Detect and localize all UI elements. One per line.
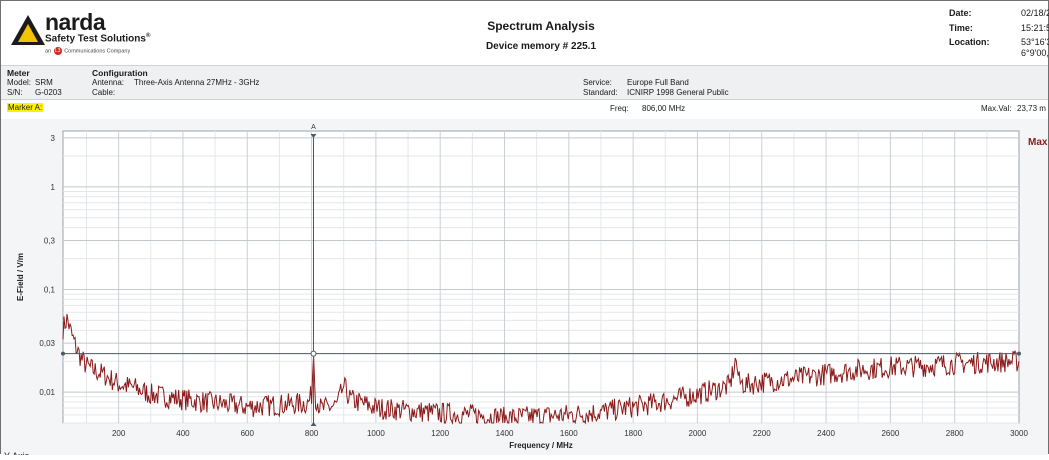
x-tick-label: 2800 bbox=[946, 429, 964, 438]
logo-tagline-mark: ® bbox=[145, 33, 151, 39]
logo-brand: narda bbox=[45, 9, 106, 35]
antenna-label: Antenna: bbox=[92, 78, 125, 87]
company-suffix: Communications Company bbox=[64, 48, 131, 55]
location-value-lat: 53°16'34,8" bbox=[1021, 37, 1049, 47]
service-label: Service: bbox=[583, 78, 612, 87]
x-tick-label: 600 bbox=[241, 429, 255, 438]
max-trace-line bbox=[62, 313, 1020, 425]
marker-freq-label: Freq: bbox=[610, 104, 629, 113]
y-tick-label: 3 bbox=[51, 134, 56, 143]
plot-background bbox=[62, 130, 1020, 424]
marker-top-arrow-icon bbox=[310, 134, 317, 138]
x-tick-labels: 200 400 600 800 1000 1200 1400 1600 1800 2000 2200… bbox=[112, 429, 1028, 438]
x-tick-label: 2200 bbox=[753, 429, 771, 438]
logo-tagline-text: Safety Test Solutions bbox=[45, 33, 146, 45]
x-tick-label: 2400 bbox=[817, 429, 835, 438]
x-tick-label: 800 bbox=[305, 429, 319, 438]
x-tick-label: 1600 bbox=[560, 429, 578, 438]
y-tick-label: 0,01 bbox=[39, 388, 55, 397]
marker-maxval-label: Max.Val: bbox=[981, 104, 1012, 113]
service-value: Europe Full Band bbox=[627, 78, 689, 87]
y-tick-label: 0,3 bbox=[44, 237, 56, 246]
sn-label: S/N: bbox=[7, 88, 23, 97]
y-tick-label: 0,1 bbox=[44, 285, 56, 294]
report-title: Spectrum Analysis bbox=[487, 19, 595, 33]
x-tick-label: 1000 bbox=[367, 429, 385, 438]
x-tick-label: 1400 bbox=[496, 429, 514, 438]
logo-company: an L3 Communications Company bbox=[45, 47, 130, 55]
y-tick-label: 1 bbox=[51, 183, 56, 192]
x-tick-label: 1800 bbox=[624, 429, 642, 438]
narda-triangle-icon bbox=[11, 15, 45, 45]
report-header: narda Safety Test Solutions® an L3 Commu… bbox=[1, 1, 1049, 65]
y-axis-footer: Y-Axis bbox=[4, 451, 30, 455]
marker-left-end bbox=[61, 351, 65, 356]
marker-a[interactable]: A bbox=[61, 124, 1021, 426]
logo-tagline: Safety Test Solutions® bbox=[45, 33, 150, 44]
device-info-bar: Meter Model: SRM S/N: G-0203 Configurati… bbox=[1, 65, 1048, 100]
spectrum-chart[interactable]: 0,01 0,03 0,1 0,3 1 3 200 400 600 800 1000 1200 140… bbox=[1, 119, 1048, 460]
y-tick-labels: 0,01 0,03 0,1 0,3 1 3 bbox=[39, 134, 55, 397]
report-subtitle: Device memory # 225.1 bbox=[485, 41, 597, 52]
y-tick-label: 0,03 bbox=[39, 339, 55, 348]
marker-maxval-value: 23,73 m bbox=[1017, 104, 1046, 113]
company-prefix: an bbox=[45, 48, 52, 55]
date-label: Date: bbox=[949, 8, 972, 18]
model-label: Model: bbox=[7, 78, 32, 87]
marker-point bbox=[310, 350, 317, 357]
x-tick-label: 1200 bbox=[431, 429, 449, 438]
marker-name-label: A bbox=[311, 124, 316, 131]
meter-title: Meter bbox=[7, 68, 30, 78]
x-tick-label: 400 bbox=[176, 429, 190, 438]
sn-value: G-0203 bbox=[35, 88, 62, 97]
location-label: Location: bbox=[949, 37, 990, 47]
time-label: Time: bbox=[949, 23, 973, 33]
time-value: 15:21:54 bbox=[1021, 23, 1049, 33]
marker-a-label: Marker A: bbox=[7, 103, 44, 112]
date-value: 02/18/2019 bbox=[1021, 8, 1049, 18]
y-axis-label: E-Field / V/m bbox=[16, 253, 25, 301]
cable-label: Cable: bbox=[92, 88, 116, 97]
marker-right-end bbox=[1017, 351, 1021, 356]
legend-max-label: Max bbox=[1028, 137, 1048, 148]
chart-panel: 0,01 0,03 0,1 0,3 1 3 200 400 600 800 1000 1200 140… bbox=[1, 119, 1048, 460]
marker-bottom-arrow-icon bbox=[310, 422, 317, 426]
configuration-title: Configuration bbox=[92, 68, 148, 78]
narda-logo: narda Safety Test Solutions® an L3 Commu… bbox=[7, 7, 177, 59]
x-tick-label: 2000 bbox=[689, 429, 707, 438]
x-tick-label: 3000 bbox=[1010, 429, 1028, 438]
standard-label: Standard: bbox=[583, 88, 618, 97]
grid-minor bbox=[63, 131, 1019, 424]
l3-badge-icon: L3 bbox=[53, 47, 62, 55]
grid-major bbox=[63, 131, 1019, 423]
location-value-lon: 6°9'00,2" E bbox=[1021, 48, 1049, 58]
model-value: SRM bbox=[35, 78, 53, 87]
x-tick-label: 2600 bbox=[881, 429, 899, 438]
x-tick-label: 200 bbox=[112, 429, 126, 438]
standard-value: ICNIRP 1998 General Public bbox=[627, 88, 729, 97]
marker-bar: Marker A: Freq: 806,00 MHz Max.Val: 23,7… bbox=[1, 100, 1048, 118]
x-axis-label: Frequency / MHz bbox=[509, 441, 573, 450]
marker-freq-value: 806,00 MHz bbox=[642, 104, 686, 113]
antenna-value: Three-Axis Antenna 27MHz - 3GHz bbox=[134, 78, 260, 87]
